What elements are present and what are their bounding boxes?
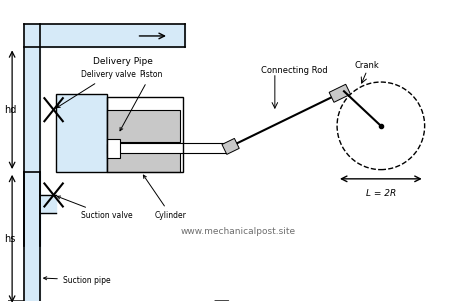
Text: Piston: Piston: [120, 70, 162, 131]
Text: L = 2R: L = 2R: [366, 189, 396, 198]
Bar: [329, 84, 351, 102]
Bar: [24, 24, 185, 47]
Bar: [24, 24, 40, 246]
Text: hs: hs: [4, 234, 16, 244]
Text: Delivery valve: Delivery valve: [57, 70, 136, 108]
Bar: [107, 139, 120, 158]
Bar: [24, 172, 40, 301]
Bar: [107, 143, 227, 154]
Bar: [107, 144, 181, 172]
Text: www.mechanicalpost.site: www.mechanicalpost.site: [181, 227, 295, 236]
Bar: [107, 110, 181, 142]
Bar: [107, 97, 182, 172]
Bar: [222, 138, 239, 155]
Text: Cylinder: Cylinder: [143, 175, 187, 220]
Bar: [56, 94, 107, 172]
Text: Crank: Crank: [355, 62, 379, 70]
Polygon shape: [8, 301, 229, 306]
Text: Connecting Rod: Connecting Rod: [261, 66, 328, 75]
Text: hd: hd: [4, 105, 16, 115]
Bar: [40, 195, 56, 213]
Text: Suction pipe: Suction pipe: [44, 275, 110, 285]
Text: Delivery Pipe: Delivery Pipe: [93, 57, 153, 66]
Text: Suction valve: Suction valve: [57, 196, 133, 220]
